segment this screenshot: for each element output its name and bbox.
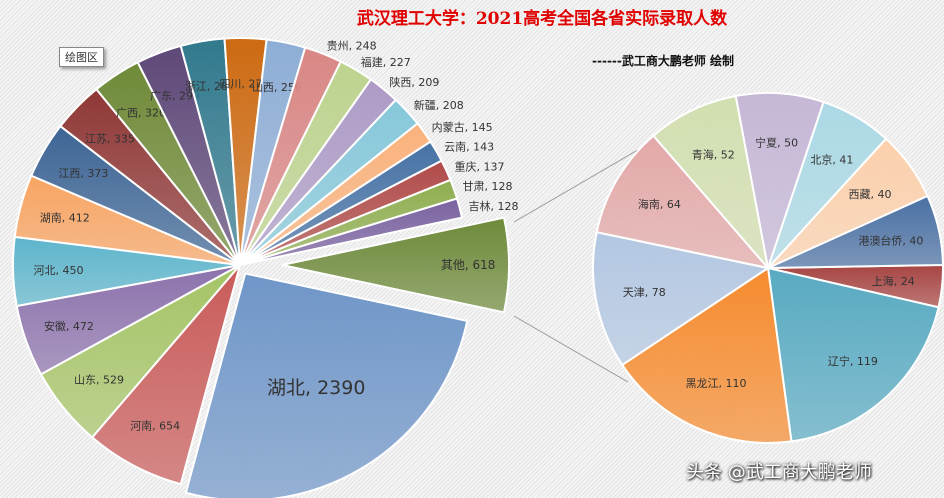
main-data-label: 湖南, 412 [40, 212, 90, 225]
sec-data-label: 辽宁, 119 [828, 354, 878, 368]
sec-slice-辽宁[interactable] [766, 266, 940, 443]
sec-slice-港澳台侨[interactable] [767, 194, 944, 269]
main-data-label: 山西, 256 [252, 81, 302, 94]
sec-slice-宁夏[interactable] [734, 92, 825, 272]
watermark: 头条 @武工商大鹏老师 [686, 462, 872, 483]
plot-area-tooltip: 绘图区 [59, 47, 104, 67]
main-data-label: 江西, 373 [58, 167, 108, 180]
main-data-label: 陕西, 209 [389, 75, 439, 89]
main-data-label: 重庆, 137 [455, 159, 505, 173]
sec-data-label: 西藏, 40 [848, 188, 891, 201]
main-data-label: 安徽, 472 [44, 319, 94, 333]
chart-title: 武汉理工大学：2021高考全国各省实际录取人数 [356, 9, 728, 29]
chart-subtitle: ------武工商大鹏老师 绘制 [592, 54, 735, 68]
main-data-label: 云南, 143 [444, 140, 494, 153]
main-data-label: 湖北, 2390 [267, 377, 365, 399]
sec-data-label: 天津, 78 [623, 286, 666, 299]
main-slice-其他[interactable] [281, 216, 511, 314]
sec-slice-海南[interactable] [595, 134, 771, 270]
sec-slice-青海[interactable] [652, 94, 770, 272]
sec-data-label: 青海, 52 [692, 148, 735, 162]
main-data-label: 河南, 654 [130, 420, 180, 433]
connector-line-bottom [513, 315, 629, 383]
main-data-label: 内蒙古, 145 [432, 120, 493, 134]
main-data-label: 四川, 273 [219, 77, 269, 90]
sec-data-label: 港澳台侨, 40 [858, 233, 923, 247]
sec-data-label: 宁夏, 50 [755, 135, 798, 149]
sec-data-label: 海南, 64 [638, 197, 681, 211]
main-data-label: 福建, 227 [361, 55, 411, 69]
main-data-label: 贵州, 248 [327, 39, 377, 52]
sec-data-label: 北京, 41 [810, 152, 853, 166]
main-slice-湖北[interactable] [184, 272, 469, 498]
main-slice-河南[interactable] [90, 264, 241, 486]
main-slice-吉林[interactable] [239, 197, 464, 266]
sec-slice-黑龙江[interactable] [620, 266, 793, 444]
main-data-label: 广东, 299 [150, 89, 200, 102]
sec-data-label: 上海, 24 [872, 274, 915, 288]
main-data-label: 山东, 529 [74, 374, 124, 387]
main-data-label: 浙江, 288 [185, 80, 235, 93]
main-data-label: 吉林, 128 [469, 199, 519, 213]
sec-slice-天津[interactable] [592, 230, 771, 367]
sec-data-label: 黑龙江, 110 [686, 377, 747, 390]
main-data-label: 广西, 320 [116, 107, 166, 120]
main-data-label: 河北, 450 [33, 264, 83, 277]
main-data-label: 江苏, 335 [85, 132, 135, 145]
main-data-label: 甘肃, 128 [463, 180, 513, 193]
main-data-label: 其他, 618 [441, 258, 496, 272]
main-data-label: 新疆, 208 [414, 98, 464, 112]
